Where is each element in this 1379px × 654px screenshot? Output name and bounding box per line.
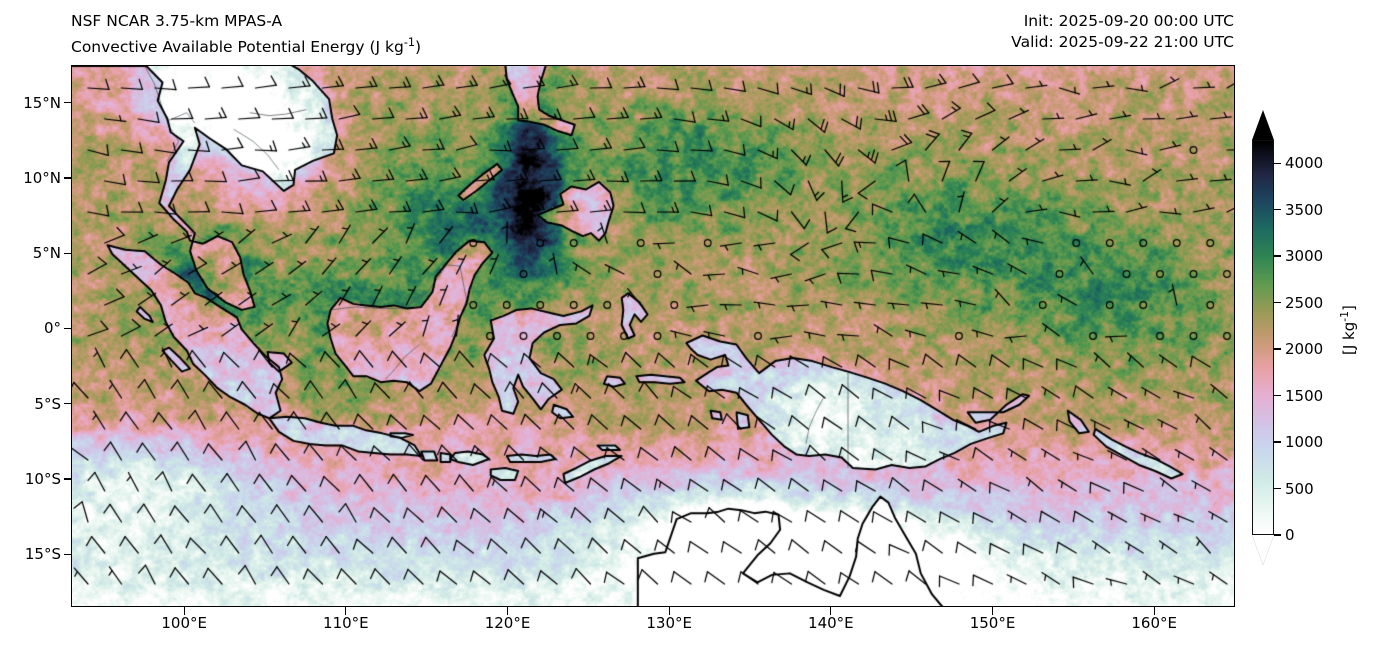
y-tick-label: 5°S: [34, 394, 61, 413]
field-name-label: Convective Available Potential Energy (J…: [71, 36, 422, 57]
cape-map-canvas: [72, 66, 1234, 606]
y-tick-label: 5°N: [32, 244, 61, 263]
colorbar-tick-mark: [1274, 534, 1281, 536]
y-tick-label: 10°S: [24, 470, 61, 489]
colorbar-tick-label: 3500: [1285, 200, 1324, 219]
y-tick-mark: [63, 327, 71, 330]
colorbar-tick-label: 1500: [1285, 386, 1324, 405]
x-tick-mark: [1153, 607, 1155, 615]
y-tick-mark: [63, 177, 71, 179]
x-tick-label: 140°E: [808, 614, 854, 632]
x-tick-mark: [345, 607, 347, 615]
colorbar-tick-label: 4000: [1285, 154, 1324, 173]
y-tick-mark: [63, 478, 71, 480]
colorbar-tick-label: 3000: [1285, 247, 1324, 266]
colorbar-tick-mark: [1274, 209, 1281, 211]
x-tick-label: 150°E: [969, 614, 1016, 632]
y-tick-mark: [63, 553, 71, 555]
map-plot-area: [71, 65, 1235, 607]
field-unit-exponent: -1: [403, 36, 415, 49]
colorbar-tick-mark: [1274, 301, 1281, 304]
colorbar: [1252, 110, 1274, 565]
y-tick-mark: [63, 101, 71, 104]
colorbar-under-arrow: [1252, 535, 1274, 565]
colorbar-tick-mark: [1274, 394, 1281, 397]
y-tick-label: 15°S: [24, 545, 61, 564]
colorbar-tick-label: 1000: [1285, 433, 1324, 452]
colorbar-unit-exponent: -1: [1338, 310, 1351, 322]
x-tick-mark: [991, 607, 994, 615]
x-tick-label: 130°E: [646, 614, 692, 632]
colorbar-over-arrow: [1252, 110, 1274, 140]
colorbar-tick-label: 0: [1285, 526, 1295, 544]
init-time-label: Init: 2025-09-20 00:00 UTC: [1023, 12, 1234, 30]
colorbar-gradient: [1252, 140, 1274, 535]
colorbar-axis-label: [J kg-1]: [1338, 305, 1358, 355]
x-tick-label: 110°E: [323, 614, 369, 632]
y-tick-label: 10°N: [23, 168, 61, 187]
colorbar-tick-mark: [1274, 162, 1281, 164]
figure-title-left: NSF NCAR 3.75-km MPAS-A Convective Avail…: [71, 11, 421, 58]
x-tick-mark: [506, 607, 509, 615]
x-tick-mark: [183, 607, 185, 615]
y-tick-label: 0°: [43, 319, 61, 338]
y-tick-mark: [63, 252, 71, 254]
colorbar-tick-mark: [1274, 487, 1281, 490]
x-tick-label: 100°E: [161, 614, 207, 632]
colorbar-tick-mark: [1274, 441, 1281, 443]
colorbar-tick-label: 500: [1285, 479, 1314, 498]
x-tick-label: 160°E: [1131, 614, 1177, 632]
x-tick-label: 120°E: [484, 614, 531, 632]
x-tick-mark: [830, 607, 832, 615]
x-tick-mark: [668, 607, 670, 615]
y-tick-mark: [63, 403, 71, 405]
y-tick-label: 15°N: [23, 93, 61, 112]
model-name-label: NSF NCAR 3.75-km MPAS-A: [71, 12, 283, 30]
colorbar-tick-label: 2000: [1285, 340, 1324, 359]
colorbar-tick-label: 2500: [1285, 293, 1324, 312]
valid-time-label: Valid: 2025-09-22 21:00 UTC: [1011, 33, 1234, 51]
colorbar-tick-mark: [1274, 255, 1281, 257]
figure-title-right: Init: 2025-09-20 00:00 UTC Valid: 2025-0…: [1011, 11, 1234, 53]
colorbar-tick-mark: [1274, 348, 1281, 350]
